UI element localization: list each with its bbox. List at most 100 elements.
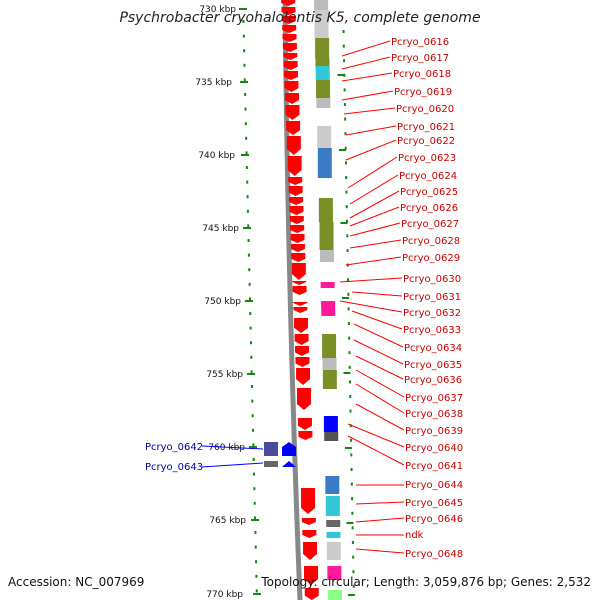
gene-label[interactable]: Pcryo_0637 (405, 393, 463, 404)
forward-gene-arrow[interactable] (288, 186, 303, 196)
forward-gene-arrow[interactable] (304, 588, 319, 600)
forward-gene-arrow[interactable] (295, 346, 310, 356)
gene-label[interactable]: Pcryo_0619 (394, 87, 452, 98)
gene-label[interactable]: Pcryo_0620 (396, 104, 454, 115)
forward-gene-arrow[interactable] (288, 177, 303, 185)
forward-gene-arrow[interactable] (293, 302, 308, 306)
forward-gene-arrow[interactable] (286, 121, 301, 135)
cog-block (322, 358, 337, 370)
forward-gene-arrow[interactable] (284, 93, 299, 104)
gene-label[interactable]: Pcryo_0617 (391, 53, 449, 64)
gene-label[interactable]: Pcryo_0631 (403, 292, 461, 303)
forward-gene-arrow[interactable] (292, 286, 307, 295)
reverse-gene-arrow[interactable] (282, 461, 296, 467)
forward-gene-arrow[interactable] (291, 253, 306, 262)
forward-gene-arrow[interactable] (282, 25, 297, 33)
forward-gene-arrow[interactable] (303, 542, 318, 560)
forward-gene-arrow[interactable] (283, 53, 298, 60)
forward-gene-arrow[interactable] (290, 225, 305, 233)
scale-tick-label: 760 kbp (208, 443, 245, 453)
forward-gene-arrow[interactable] (298, 431, 313, 440)
gene-label[interactable]: Pcryo_0628 (402, 236, 460, 247)
outer-scale-dot (352, 555, 355, 559)
gene-label[interactable]: Pcryo_0625 (400, 187, 458, 198)
outer-scale-dot (344, 146, 347, 150)
gene-label[interactable]: Pcryo_0632 (403, 308, 461, 319)
outer-scale-dot (346, 219, 349, 223)
label-leader (353, 323, 404, 348)
gene-label[interactable]: Pcryo_0629 (402, 253, 460, 264)
gene-label[interactable]: Pcryo_0646 (405, 514, 463, 525)
scale-dot (243, 63, 246, 67)
scale-dot (246, 180, 249, 184)
gene-label[interactable]: Pcryo_0618 (393, 69, 451, 80)
outer-scale-tick (346, 522, 354, 524)
gene-label[interactable]: Pcryo_0643 (145, 462, 203, 473)
outer-scale-dot (345, 190, 348, 194)
scale-dot (247, 253, 250, 257)
outer-scale-dot (345, 176, 348, 179)
gene-label[interactable]: Pcryo_0624 (399, 171, 457, 182)
gene-label[interactable]: Pcryo_0623 (398, 153, 456, 164)
forward-gene-arrow[interactable] (294, 318, 309, 333)
gene-label[interactable]: Pcryo_0642 (145, 442, 203, 453)
forward-gene-arrow[interactable] (296, 368, 311, 385)
forward-gene-arrow[interactable] (286, 136, 301, 155)
forward-gene-arrow[interactable] (294, 334, 309, 345)
forward-gene-arrow[interactable] (291, 263, 306, 280)
gene-label[interactable]: Pcryo_0648 (405, 549, 463, 560)
gene-label[interactable]: Pcryo_0616 (391, 37, 449, 48)
scale-dot (244, 93, 247, 96)
forward-gene-arrow[interactable] (295, 357, 310, 367)
gene-label[interactable]: Pcryo_0645 (405, 498, 463, 509)
forward-gene-arrow[interactable] (283, 61, 298, 70)
forward-gene-arrow[interactable] (289, 206, 304, 215)
gene-label[interactable]: Pcryo_0630 (403, 274, 461, 285)
forward-gene-arrow[interactable] (289, 216, 304, 224)
forward-gene-arrow[interactable] (281, 0, 296, 6)
forward-gene-arrow[interactable] (282, 43, 297, 52)
forward-gene-arrow[interactable] (281, 7, 296, 15)
gene-label[interactable]: ndk (405, 530, 424, 541)
gene-label[interactable]: Pcryo_0633 (403, 325, 461, 336)
forward-gene-arrow[interactable] (282, 34, 297, 42)
gene-label[interactable]: Pcryo_0640 (405, 443, 463, 454)
forward-gene-arrow[interactable] (296, 388, 311, 410)
forward-gene-arrow[interactable] (281, 16, 296, 24)
gene-label[interactable]: Pcryo_0634 (404, 343, 462, 354)
label-leader (345, 139, 397, 161)
gene-label[interactable]: Pcryo_0639 (405, 426, 463, 437)
forward-gene-arrow[interactable] (284, 71, 299, 80)
forward-gene-arrow[interactable] (290, 234, 305, 243)
gene-label[interactable]: Pcryo_0641 (405, 461, 463, 472)
forward-gene-arrow[interactable] (293, 307, 308, 313)
forward-gene-arrow[interactable] (285, 105, 300, 120)
forward-gene-arrow[interactable] (297, 418, 312, 430)
gene-label[interactable]: Pcryo_0622 (397, 136, 455, 147)
scale-dot (245, 166, 248, 169)
scale-dot (250, 355, 253, 359)
reverse-gene-arrow[interactable] (282, 442, 296, 456)
forward-gene-arrow[interactable] (304, 566, 319, 585)
forward-gene-arrow[interactable] (302, 530, 317, 538)
scale-dot (253, 487, 256, 491)
gene-label[interactable]: Pcryo_0627 (401, 219, 459, 230)
forward-gene-arrow[interactable] (284, 81, 299, 92)
gene-label[interactable]: Pcryo_0635 (404, 360, 462, 371)
scale-dot (255, 560, 258, 564)
gene-label[interactable]: Pcryo_0626 (400, 203, 458, 214)
forward-gene-arrow[interactable] (290, 244, 305, 252)
forward-gene-arrow[interactable] (292, 281, 307, 285)
label-leader (201, 445, 264, 450)
gene-label[interactable]: Pcryo_0621 (397, 122, 455, 133)
cog-block (324, 432, 339, 441)
outer-scale-dot (343, 103, 346, 106)
gene-label[interactable]: Pcryo_0644 (405, 480, 463, 491)
forward-gene-arrow[interactable] (287, 156, 302, 176)
forward-gene-arrow[interactable] (301, 518, 316, 525)
forward-gene-arrow[interactable] (301, 488, 316, 514)
forward-gene-arrow[interactable] (289, 197, 304, 205)
gene-label[interactable]: Pcryo_0636 (404, 375, 462, 386)
gene-label[interactable]: Pcryo_0638 (405, 409, 463, 420)
